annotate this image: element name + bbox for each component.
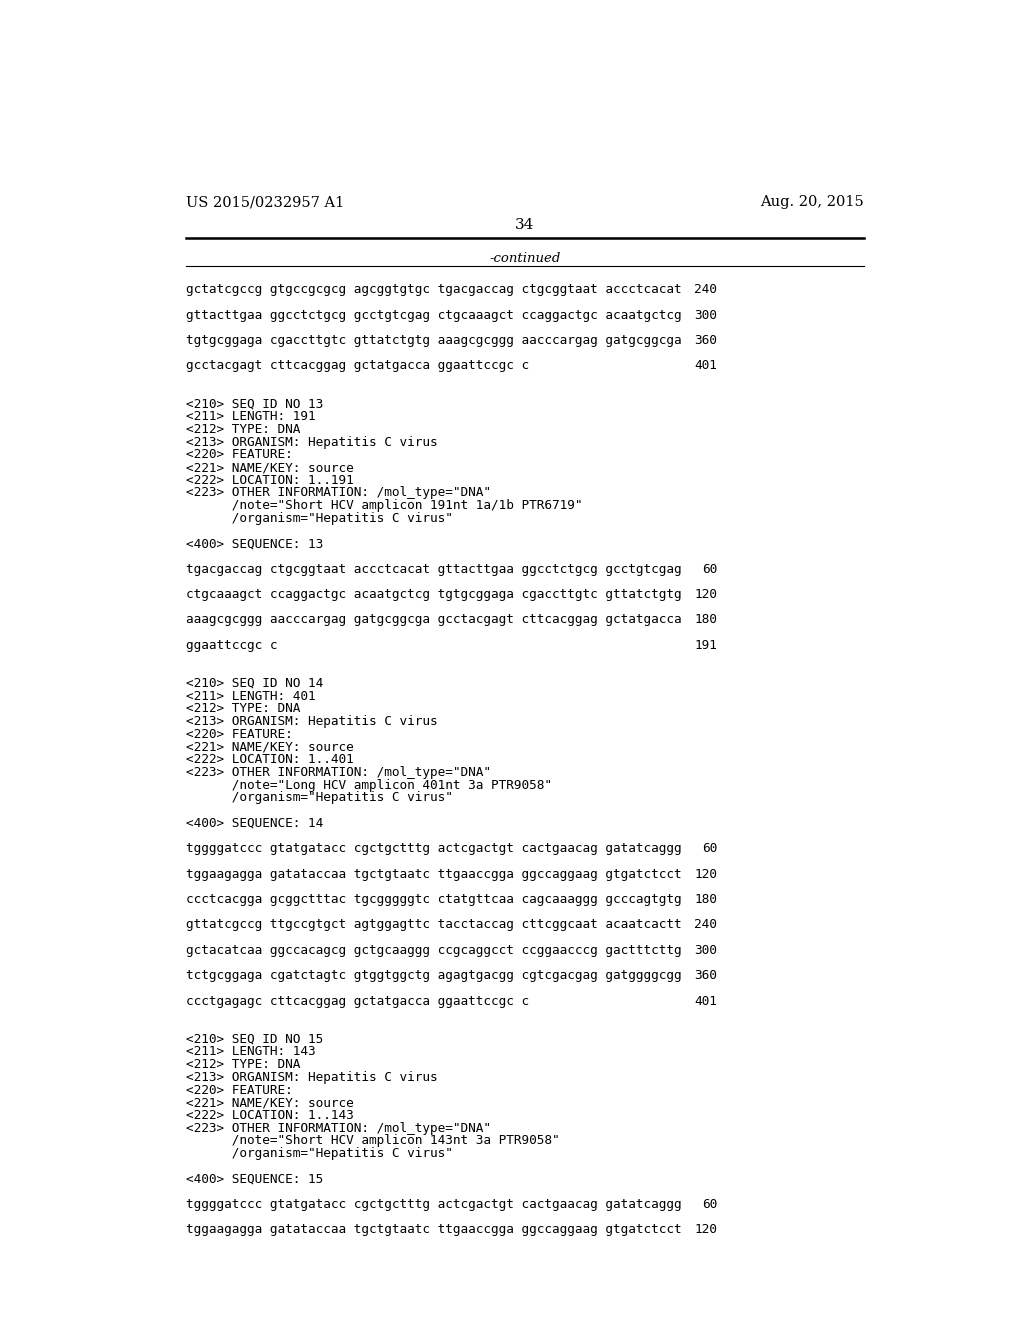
Text: 240: 240 xyxy=(694,919,717,932)
Text: <212> TYPE: DNA: <212> TYPE: DNA xyxy=(186,422,300,436)
Text: <222> LOCATION: 1..401: <222> LOCATION: 1..401 xyxy=(186,754,354,766)
Text: tctgcggaga cgatctagtc gtggtggctg agagtgacgg cgtcgacgag gatggggcgg: tctgcggaga cgatctagtc gtggtggctg agagtga… xyxy=(186,969,682,982)
Text: <400> SEQUENCE: 14: <400> SEQUENCE: 14 xyxy=(186,817,324,830)
Text: 401: 401 xyxy=(694,995,717,1007)
Text: <212> TYPE: DNA: <212> TYPE: DNA xyxy=(186,702,300,715)
Text: 60: 60 xyxy=(701,1199,717,1210)
Text: -continued: -continued xyxy=(489,252,560,265)
Text: <223> OTHER INFORMATION: /mol_type="DNA": <223> OTHER INFORMATION: /mol_type="DNA" xyxy=(186,1122,492,1135)
Text: 120: 120 xyxy=(694,589,717,601)
Text: <211> LENGTH: 191: <211> LENGTH: 191 xyxy=(186,411,315,424)
Text: 360: 360 xyxy=(694,334,717,347)
Text: ctgcaaagct ccaggactgc acaatgctcg tgtgcggaga cgaccttgtc gttatctgtg: ctgcaaagct ccaggactgc acaatgctcg tgtgcgg… xyxy=(186,589,682,601)
Text: <213> ORGANISM: Hepatitis C virus: <213> ORGANISM: Hepatitis C virus xyxy=(186,715,437,729)
Text: ccctgagagc cttcacggag gctatgacca ggaattccgc c: ccctgagagc cttcacggag gctatgacca ggaattc… xyxy=(186,995,529,1007)
Text: <220> FEATURE:: <220> FEATURE: xyxy=(186,449,293,461)
Text: 60: 60 xyxy=(701,842,717,855)
Text: <221> NAME/KEY: source: <221> NAME/KEY: source xyxy=(186,461,354,474)
Text: tggaagagga gatataccaa tgctgtaatc ttgaaccgga ggccaggaag gtgatctcct: tggaagagga gatataccaa tgctgtaatc ttgaacc… xyxy=(186,1224,682,1237)
Text: /organism="Hepatitis C virus": /organism="Hepatitis C virus" xyxy=(186,1147,453,1160)
Text: 180: 180 xyxy=(694,892,717,906)
Text: /organism="Hepatitis C virus": /organism="Hepatitis C virus" xyxy=(186,512,453,525)
Text: <222> LOCATION: 1..191: <222> LOCATION: 1..191 xyxy=(186,474,354,487)
Text: /note="Short HCV amplicon 143nt 3a PTR9058": /note="Short HCV amplicon 143nt 3a PTR90… xyxy=(186,1134,560,1147)
Text: tgtgcggaga cgaccttgtc gttatctgtg aaagcgcggg aacccargag gatgcggcga: tgtgcggaga cgaccttgtc gttatctgtg aaagcgc… xyxy=(186,334,682,347)
Text: ggaattccgc c: ggaattccgc c xyxy=(186,639,278,652)
Text: <213> ORGANISM: Hepatitis C virus: <213> ORGANISM: Hepatitis C virus xyxy=(186,436,437,449)
Text: 34: 34 xyxy=(515,218,535,232)
Text: 120: 120 xyxy=(694,867,717,880)
Text: tggggatccc gtatgatacc cgctgctttg actcgactgt cactgaacag gatatcaggg: tggggatccc gtatgatacc cgctgctttg actcgac… xyxy=(186,1199,682,1210)
Text: ccctcacgga gcggctttac tgcgggggtc ctatgttcaa cagcaaaggg gcccagtgtg: ccctcacgga gcggctttac tgcgggggtc ctatgtt… xyxy=(186,892,682,906)
Text: <212> TYPE: DNA: <212> TYPE: DNA xyxy=(186,1059,300,1071)
Text: <213> ORGANISM: Hepatitis C virus: <213> ORGANISM: Hepatitis C virus xyxy=(186,1071,437,1084)
Text: US 2015/0232957 A1: US 2015/0232957 A1 xyxy=(186,195,344,210)
Text: 401: 401 xyxy=(694,359,717,372)
Text: tggaagagga gatataccaa tgctgtaatc ttgaaccgga ggccaggaag gtgatctcct: tggaagagga gatataccaa tgctgtaatc ttgaacc… xyxy=(186,867,682,880)
Text: gcctacgagt cttcacggag gctatgacca ggaattccgc c: gcctacgagt cttcacggag gctatgacca ggaattc… xyxy=(186,359,529,372)
Text: 300: 300 xyxy=(694,309,717,322)
Text: <223> OTHER INFORMATION: /mol_type="DNA": <223> OTHER INFORMATION: /mol_type="DNA" xyxy=(186,766,492,779)
Text: <210> SEQ ID NO 15: <210> SEQ ID NO 15 xyxy=(186,1032,324,1045)
Text: <400> SEQUENCE: 13: <400> SEQUENCE: 13 xyxy=(186,537,324,550)
Text: 120: 120 xyxy=(694,1224,717,1237)
Text: <211> LENGTH: 401: <211> LENGTH: 401 xyxy=(186,689,315,702)
Text: <210> SEQ ID NO 13: <210> SEQ ID NO 13 xyxy=(186,397,324,411)
Text: <220> FEATURE:: <220> FEATURE: xyxy=(186,727,293,741)
Text: <221> NAME/KEY: source: <221> NAME/KEY: source xyxy=(186,1096,354,1109)
Text: <223> OTHER INFORMATION: /mol_type="DNA": <223> OTHER INFORMATION: /mol_type="DNA" xyxy=(186,487,492,499)
Text: <222> LOCATION: 1..143: <222> LOCATION: 1..143 xyxy=(186,1109,354,1122)
Text: <221> NAME/KEY: source: <221> NAME/KEY: source xyxy=(186,741,354,754)
Text: 360: 360 xyxy=(694,969,717,982)
Text: aaagcgcggg aacccargag gatgcggcga gcctacgagt cttcacggag gctatgacca: aaagcgcggg aacccargag gatgcggcga gcctacg… xyxy=(186,614,682,627)
Text: 240: 240 xyxy=(694,284,717,296)
Text: 300: 300 xyxy=(694,944,717,957)
Text: <220> FEATURE:: <220> FEATURE: xyxy=(186,1084,293,1097)
Text: <400> SEQUENCE: 15: <400> SEQUENCE: 15 xyxy=(186,1172,324,1185)
Text: /note="Short HCV amplicon 191nt 1a/1b PTR6719": /note="Short HCV amplicon 191nt 1a/1b PT… xyxy=(186,499,583,512)
Text: gttatcgccg ttgccgtgct agtggagttc tacctaccag cttcggcaat acaatcactt: gttatcgccg ttgccgtgct agtggagttc tacctac… xyxy=(186,919,682,932)
Text: <210> SEQ ID NO 14: <210> SEQ ID NO 14 xyxy=(186,677,324,690)
Text: tgacgaccag ctgcggtaat accctcacat gttacttgaa ggcctctgcg gcctgtcgag: tgacgaccag ctgcggtaat accctcacat gttactt… xyxy=(186,562,682,576)
Text: gttacttgaa ggcctctgcg gcctgtcgag ctgcaaagct ccaggactgc acaatgctcg: gttacttgaa ggcctctgcg gcctgtcgag ctgcaaa… xyxy=(186,309,682,322)
Text: tggggatccc gtatgatacc cgctgctttg actcgactgt cactgaacag gatatcaggg: tggggatccc gtatgatacc cgctgctttg actcgac… xyxy=(186,842,682,855)
Text: /organism="Hepatitis C virus": /organism="Hepatitis C virus" xyxy=(186,792,453,804)
Text: gctatcgccg gtgccgcgcg agcggtgtgc tgacgaccag ctgcggtaat accctcacat: gctatcgccg gtgccgcgcg agcggtgtgc tgacgac… xyxy=(186,284,682,296)
Text: 180: 180 xyxy=(694,614,717,627)
Text: <211> LENGTH: 143: <211> LENGTH: 143 xyxy=(186,1045,315,1059)
Text: gctacatcaa ggccacagcg gctgcaaggg ccgcaggcct ccggaacccg gactttcttg: gctacatcaa ggccacagcg gctgcaaggg ccgcagg… xyxy=(186,944,682,957)
Text: 60: 60 xyxy=(701,562,717,576)
Text: Aug. 20, 2015: Aug. 20, 2015 xyxy=(761,195,864,210)
Text: /note="Long HCV amplicon 401nt 3a PTR9058": /note="Long HCV amplicon 401nt 3a PTR905… xyxy=(186,779,552,792)
Text: 191: 191 xyxy=(694,639,717,652)
